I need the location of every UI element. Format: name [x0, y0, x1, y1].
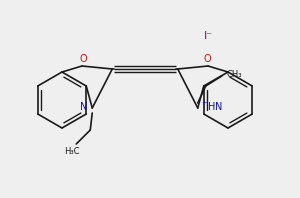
Text: O: O	[203, 54, 211, 64]
Text: $^{+}$HN: $^{+}$HN	[201, 99, 223, 112]
Text: I⁻: I⁻	[203, 31, 213, 41]
Text: N: N	[80, 102, 87, 112]
Text: H₃C: H₃C	[64, 148, 80, 156]
Text: CH₃: CH₃	[226, 69, 242, 78]
Text: O: O	[79, 54, 87, 64]
